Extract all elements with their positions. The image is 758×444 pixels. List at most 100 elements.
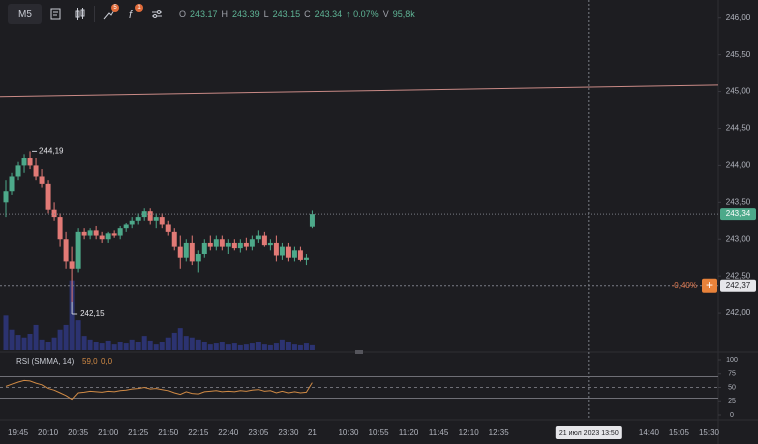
volume-bar (117, 342, 123, 350)
x-tick-label: 12:10 (459, 428, 480, 437)
x-tick-label: 10:30 (338, 428, 359, 437)
volume-bar (159, 342, 165, 350)
y-tick-label: 246,00 (726, 13, 751, 22)
x-tick-label: 21:00 (98, 428, 119, 437)
volume-bar (297, 344, 303, 350)
y-tick-label: 242,50 (726, 271, 751, 280)
ohlc-key: O (179, 9, 187, 19)
candle-body (201, 242, 207, 255)
x-tick-label: 23:30 (278, 428, 299, 437)
rsi-value: 59,0 (82, 357, 98, 366)
volume-bar (219, 342, 225, 350)
volume-bar (165, 337, 171, 350)
candle-body (87, 230, 93, 236)
ohlc-value: 243.39 (232, 9, 260, 19)
volume-bar (249, 343, 255, 350)
volume-key: V (382, 9, 389, 19)
candle-body (105, 233, 111, 240)
volume-bar (39, 339, 45, 350)
min-label: 242,15 (80, 309, 105, 318)
candle-body (45, 183, 51, 210)
x-tick-label: 10:55 (369, 428, 390, 437)
interval-button[interactable]: M5 (8, 4, 42, 24)
crosshair-time-label: 21 июл 2023 13:50 (559, 430, 619, 437)
settings-button[interactable] (147, 4, 167, 24)
rsi-line (5, 379, 313, 401)
ohlc-value: 243.17 (190, 9, 218, 19)
candle-body (93, 230, 99, 236)
x-tick-label: 15:30 (699, 428, 720, 437)
candle-body (291, 250, 297, 258)
candle-body (3, 191, 9, 203)
x-tick-label: 22:40 (218, 428, 239, 437)
volume-bar (123, 343, 129, 350)
volume-bar (201, 342, 207, 350)
chart-type-button[interactable] (46, 4, 66, 24)
add-order-button[interactable] (702, 278, 717, 293)
candle-body (111, 233, 117, 236)
candle-body (237, 242, 243, 249)
candle-body (51, 209, 57, 218)
candle-body (75, 231, 81, 269)
candle-body (177, 246, 183, 258)
max-label: 244,19 (39, 146, 64, 155)
add-order-label: + (706, 278, 713, 292)
crosshair-price-label: 242,37 (726, 281, 751, 290)
candle-body (309, 214, 315, 227)
y-tick-label: 244,00 (726, 161, 751, 170)
volume-bar (21, 337, 27, 350)
candle-body (297, 250, 303, 260)
y-tick-label: 243,50 (726, 197, 751, 206)
candle-body (225, 242, 231, 247)
x-tick-label: 20:10 (38, 428, 59, 437)
volume-bar (267, 344, 273, 350)
candle-body (303, 257, 309, 260)
x-tick-label: 20:35 (68, 428, 89, 437)
icon (75, 8, 85, 20)
volume-bar (171, 332, 177, 350)
drawings-button[interactable]: 5 (99, 4, 119, 24)
volume-bar (261, 344, 267, 350)
volume-bar (237, 344, 243, 350)
y-tick-label: 75 (728, 371, 736, 378)
volume-bar (105, 340, 111, 350)
volume-bar (183, 336, 189, 350)
candle-body (165, 224, 171, 232)
volume-bar (231, 343, 237, 350)
volume-bar (57, 329, 63, 350)
candle-body (135, 217, 141, 221)
volume-bar (141, 336, 147, 350)
volume-bar (51, 337, 57, 350)
y-tick-label: 245,00 (726, 87, 751, 96)
volume-bar (309, 344, 315, 350)
trendline (0, 84, 719, 98)
volume-bar (243, 344, 249, 350)
last-price-box (720, 208, 756, 221)
candle-body (279, 246, 285, 256)
volume-bar (33, 324, 39, 350)
volume-bar (273, 343, 279, 350)
candle-body (213, 239, 219, 247)
candle-body (171, 231, 177, 247)
volume-bar (3, 315, 9, 350)
candle-body (255, 235, 261, 240)
candle-body (63, 239, 69, 262)
volume-bar (195, 339, 201, 350)
icon: f (129, 9, 133, 21)
y-tick-label: 25 (728, 398, 736, 405)
y-tick-label: 244,50 (726, 124, 751, 133)
candle-body (21, 158, 27, 166)
x-tick-label: 21:50 (158, 428, 179, 437)
candle-body (183, 242, 189, 258)
volume-bar (213, 343, 219, 350)
pane-handle[interactable] (355, 350, 363, 354)
volume-value: 95,8k (392, 9, 415, 19)
volume-bar (147, 340, 153, 350)
x-tick-label: 21:25 (128, 428, 149, 437)
candles-button[interactable] (70, 4, 90, 24)
volume-bar (279, 339, 285, 350)
candle-body (243, 242, 249, 247)
volume-bar (99, 343, 105, 350)
crosshair-change: -0,40% (672, 281, 697, 290)
